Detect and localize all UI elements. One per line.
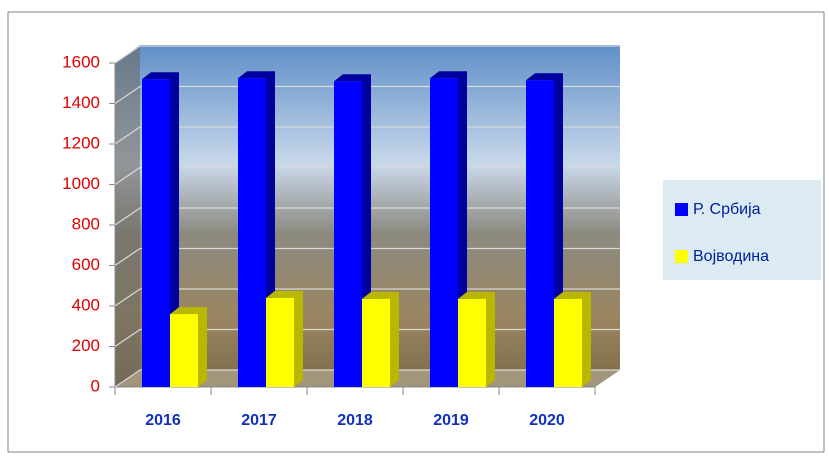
y-tick-label: 400 — [72, 295, 100, 314]
legend-label: Р. Србија — [693, 201, 761, 218]
bar-depth — [266, 290, 303, 387]
y-tick-label: 1200 — [62, 133, 100, 152]
y-tick-label: 1400 — [62, 93, 100, 112]
bar — [334, 81, 362, 387]
legend-label: Војводина — [693, 248, 769, 265]
x-tick-label: 2018 — [337, 412, 373, 429]
bar — [430, 78, 458, 387]
bar — [526, 80, 554, 388]
x-tick-label: 2019 — [433, 412, 469, 429]
bar-depth — [170, 307, 207, 387]
bar — [554, 298, 582, 387]
grid-line — [114, 45, 620, 64]
bar-depth — [458, 291, 495, 387]
y-tick-label: 800 — [72, 214, 100, 233]
bar — [238, 78, 266, 387]
y-tick-label: 1000 — [62, 174, 100, 193]
legend — [663, 180, 821, 280]
x-tick-label: 2017 — [241, 412, 277, 429]
bar-depth — [554, 291, 591, 387]
x-tick-label: 2016 — [145, 412, 181, 429]
y-tick-label: 600 — [72, 255, 100, 274]
legend-swatch — [675, 250, 688, 263]
bar-depth — [362, 291, 399, 387]
y-tick-label: 200 — [72, 336, 100, 355]
bar — [142, 79, 170, 387]
legend-swatch — [675, 203, 688, 216]
x-tick-label: 2020 — [529, 412, 565, 429]
y-tick-label: 0 — [91, 376, 100, 395]
y-tick-label: 1600 — [62, 52, 100, 71]
bar — [362, 298, 390, 387]
bar — [458, 298, 486, 387]
bar — [266, 297, 294, 387]
bar — [170, 314, 198, 387]
